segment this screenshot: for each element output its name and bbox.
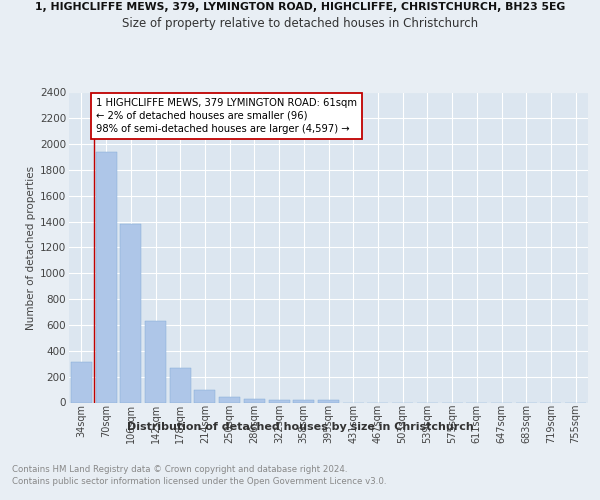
- Bar: [194, 390, 215, 402]
- Text: Distribution of detached houses by size in Christchurch: Distribution of detached houses by size …: [127, 422, 473, 432]
- Bar: [269, 400, 290, 402]
- Y-axis label: Number of detached properties: Number of detached properties: [26, 166, 36, 330]
- Text: 1, HIGHCLIFFE MEWS, 379, LYMINGTON ROAD, HIGHCLIFFE, CHRISTCHURCH, BH23 5EG: 1, HIGHCLIFFE MEWS, 379, LYMINGTON ROAD,…: [35, 2, 565, 12]
- Bar: [244, 398, 265, 402]
- Text: Contains HM Land Registry data © Crown copyright and database right 2024.: Contains HM Land Registry data © Crown c…: [12, 465, 347, 474]
- Text: 1 HIGHCLIFFE MEWS, 379 LYMINGTON ROAD: 61sqm
← 2% of detached houses are smaller: 1 HIGHCLIFFE MEWS, 379 LYMINGTON ROAD: 6…: [96, 98, 357, 134]
- Bar: [145, 321, 166, 402]
- Text: Contains public sector information licensed under the Open Government Licence v3: Contains public sector information licen…: [12, 478, 386, 486]
- Bar: [170, 368, 191, 402]
- Text: Size of property relative to detached houses in Christchurch: Size of property relative to detached ho…: [122, 18, 478, 30]
- Bar: [293, 400, 314, 402]
- Bar: [71, 362, 92, 403]
- Bar: [120, 224, 141, 402]
- Bar: [95, 152, 116, 403]
- Bar: [219, 396, 240, 402]
- Bar: [318, 400, 339, 402]
